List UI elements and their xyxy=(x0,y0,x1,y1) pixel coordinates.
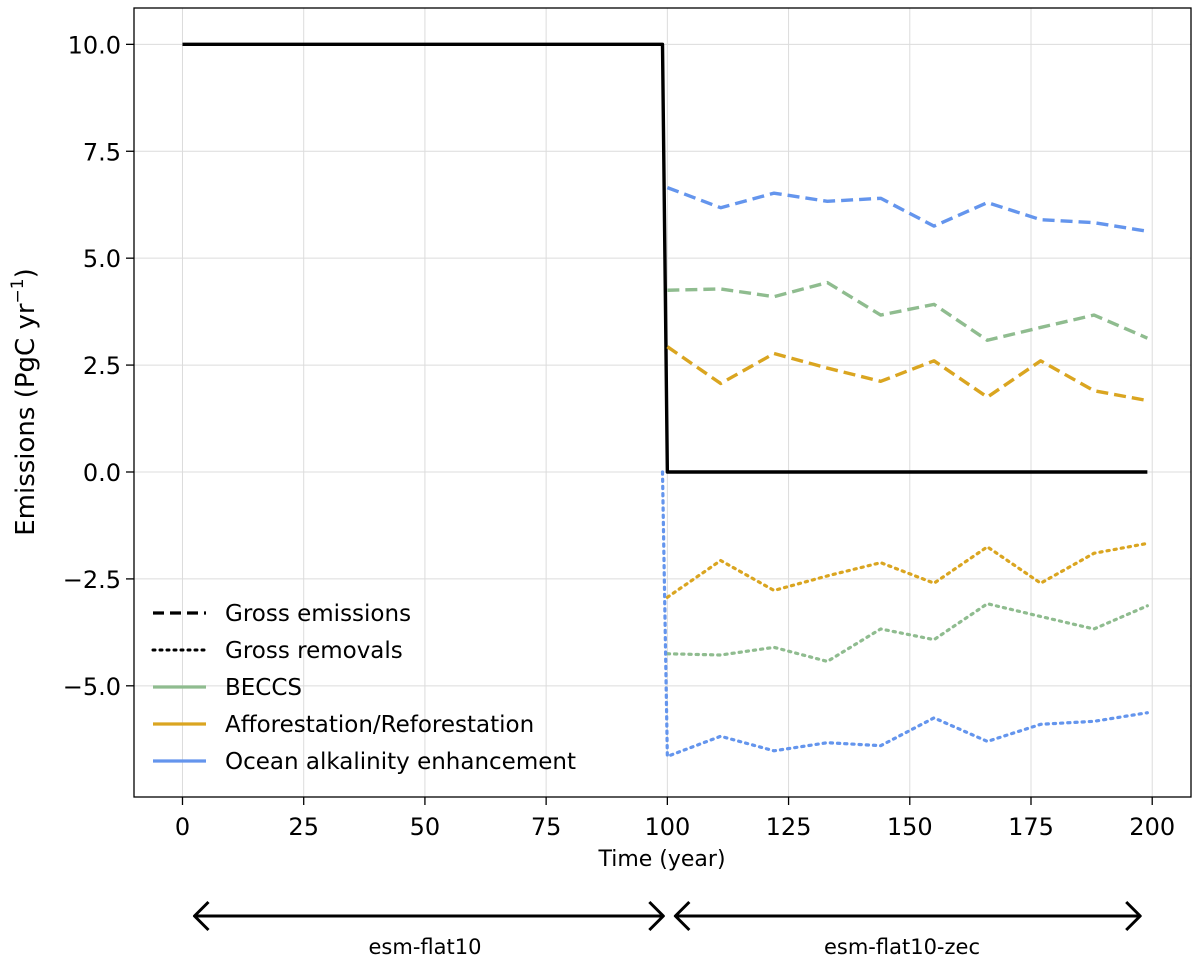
series-line-net xyxy=(182,42,1148,474)
y-axis-title: Emissions (PgC yr−1) xyxy=(8,268,41,536)
series-line-beccs-emissions xyxy=(667,280,1149,342)
legend-label-beccs: BECCS xyxy=(225,675,302,701)
phase-annotations: esm-flat10 esm-flat10-zec xyxy=(192,900,1142,959)
y-axis-title-close: ) xyxy=(11,268,41,278)
axis-ticks: 0 25 50 75 100 125 150 175 200 10.0 7.5 5.0 2.5 0.0 −2… xyxy=(63,31,1175,841)
series-layer xyxy=(182,42,1149,758)
series-line-ar-emissions xyxy=(666,345,1148,403)
y-tick-label: 2.5 xyxy=(83,352,121,380)
x-tick-label: 125 xyxy=(766,813,812,841)
series-line-oae-emissions xyxy=(666,186,1148,233)
phase-arrow-head-right xyxy=(1125,900,1142,932)
plot-frame xyxy=(133,7,1192,798)
y-tick-label: 7.5 xyxy=(83,138,121,166)
legend: Gross emissions Gross removals BECCS Aff… xyxy=(151,601,576,775)
legend-label-afforestation: Afforestation/Reforestation xyxy=(225,712,534,738)
x-tick-label: 50 xyxy=(410,813,441,841)
y-axis-title-exponent: −1 xyxy=(8,278,28,303)
x-tick-label: 100 xyxy=(644,813,690,841)
y-tick-label: 0.0 xyxy=(83,459,121,487)
phase-arrow-head-right xyxy=(648,900,665,932)
x-tick-label: 200 xyxy=(1129,813,1175,841)
y-tick-label: −5.0 xyxy=(63,673,121,701)
x-tick-label: 150 xyxy=(887,813,933,841)
y-tick-label: 5.0 xyxy=(83,245,121,273)
phase-arrow-head-left xyxy=(673,900,691,932)
legend-label-ocean-alkalinity: Ocean alkalinity enhancement xyxy=(225,749,576,775)
y-tick-label: −2.5 xyxy=(63,566,121,594)
phase-arrow-head-left xyxy=(192,900,210,932)
phase-label-esm-flat10: esm-flat10 xyxy=(369,935,482,959)
x-tick-label: 175 xyxy=(1008,813,1054,841)
x-tick-label: 0 xyxy=(175,813,190,841)
series-line-ar-removals xyxy=(665,541,1149,599)
legend-label-gross-emissions: Gross emissions xyxy=(225,601,411,627)
phase-label-esm-flat10-zec: esm-flat10-zec xyxy=(824,935,980,959)
x-tick-label: 25 xyxy=(288,813,319,841)
y-tick-label: 10.0 xyxy=(68,31,121,59)
series-line-oae-removals xyxy=(660,470,1149,758)
series-line-beccs-removals xyxy=(665,602,1149,664)
x-tick-label: 75 xyxy=(531,813,562,841)
x-axis-title: Time (year) xyxy=(597,847,725,872)
legend-label-gross-removals: Gross removals xyxy=(225,638,403,664)
y-axis-title-main: Emissions (PgC yr xyxy=(11,303,41,536)
